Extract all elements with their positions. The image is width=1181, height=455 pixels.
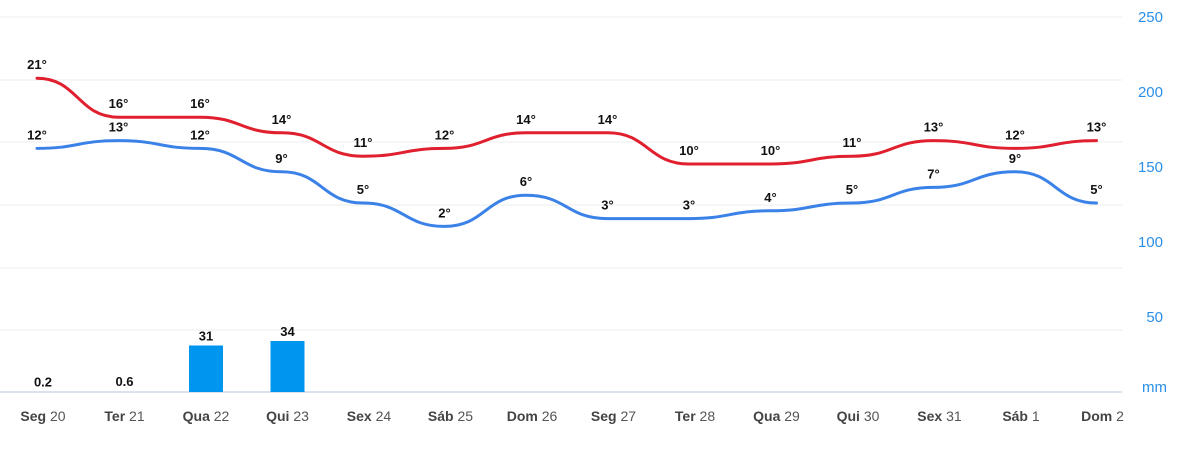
- temperature-label-max: 11°: [354, 135, 373, 150]
- precipitation-bar: [270, 341, 305, 392]
- temperature-label-max: 10°: [679, 143, 699, 158]
- x-tick-label: Qua 22: [183, 408, 230, 424]
- temperature-label-min: 4°: [764, 190, 776, 205]
- temperature-label-min: 6°: [520, 174, 532, 189]
- x-tick-label: Qui 23: [266, 408, 309, 424]
- temperature-label-min: 12°: [190, 127, 210, 142]
- temperature-label-max: 16°: [109, 96, 129, 111]
- right-axis-tick: 150: [1138, 159, 1163, 176]
- temperature-label-max: 10°: [761, 143, 781, 158]
- temperature-label-max: 12°: [435, 127, 455, 142]
- x-tick-label: Dom 2: [1081, 408, 1124, 424]
- x-tick-label: Dom 26: [507, 408, 558, 424]
- precipitation-value-label: 0.6: [115, 374, 133, 389]
- temperature-label-max: 14°: [516, 112, 536, 127]
- x-tick-label: Sex 31: [917, 408, 962, 424]
- right-axis: 250 200 150 100 50 mm: [1138, 9, 1167, 396]
- right-axis-unit: mm: [1142, 379, 1167, 396]
- temperature-label-min: 13°: [109, 120, 129, 135]
- x-tick-label: Qua 29: [753, 408, 800, 424]
- x-tick-label: Seg 27: [591, 408, 636, 424]
- x-axis: Seg 20 Ter 21 Qua 22 Qui 23 Sex 24 Sáb 25 Dom …: [20, 408, 1124, 424]
- right-axis-tick: 200: [1138, 84, 1163, 101]
- x-tick-label: Ter 21: [104, 408, 144, 424]
- temperature-label-min: 9°: [1009, 151, 1021, 166]
- temperature-label-max: 13°: [1087, 120, 1107, 135]
- x-tick-label: Sáb 1: [1002, 408, 1040, 424]
- x-tick-label: Sáb 25: [428, 408, 473, 424]
- temperature-labels: 21° 16° 16° 14° 11° 12° 14° 14° 10° 10° 11° 13° 12° 1…: [27, 57, 1106, 220]
- temperature-line-max: [35, 76, 1098, 166]
- precipitation-value-label: 0.2: [34, 375, 52, 390]
- temperature-label-min: 2°: [438, 205, 450, 220]
- temperature-label-min: 3°: [601, 198, 613, 213]
- temperature-label-max: 12°: [1005, 127, 1025, 142]
- temperature-label-min: 7°: [927, 166, 939, 181]
- grid-lines: [0, 16, 1122, 393]
- precipitation-bars: [189, 341, 305, 392]
- temperature-label-min: 12°: [27, 127, 47, 142]
- precipitation-value-label: 34: [280, 324, 295, 339]
- temperature-label-min: 5°: [1090, 182, 1102, 197]
- temperature-line-min: [35, 139, 1098, 228]
- precipitation-value-label: 31: [199, 329, 213, 344]
- temperature-label-max: 21°: [27, 57, 47, 72]
- temperature-label-min: 3°: [683, 198, 695, 213]
- precipitation-labels: 0.2 0.6 31 34: [34, 324, 296, 390]
- temperature-label-min: 9°: [275, 151, 287, 166]
- right-axis-tick: 250: [1138, 9, 1163, 26]
- right-axis-tick: 100: [1138, 234, 1163, 251]
- right-axis-tick: 50: [1146, 309, 1163, 326]
- temperature-lines: [35, 76, 1098, 228]
- temperature-label-max: 11°: [843, 135, 862, 150]
- temperature-label-max: 14°: [598, 112, 618, 127]
- temperature-label-max: 14°: [272, 112, 292, 127]
- x-tick-label: Sex 24: [347, 408, 392, 424]
- x-tick-label: Seg 20: [20, 408, 65, 424]
- precipitation-bar: [189, 345, 223, 392]
- x-tick-label: Ter 28: [675, 408, 715, 424]
- temperature-label-min: 5°: [846, 182, 858, 197]
- temperature-label-max: 13°: [924, 120, 944, 135]
- temperature-label-max: 16°: [190, 96, 210, 111]
- x-tick-label: Qui 30: [837, 408, 880, 424]
- temperature-label-min: 5°: [357, 182, 369, 197]
